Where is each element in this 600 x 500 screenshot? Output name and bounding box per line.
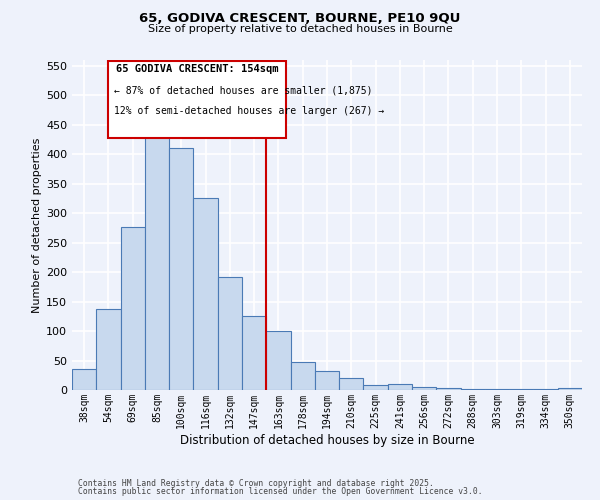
Bar [218, 277, 242, 390]
X-axis label: Distribution of detached houses by size in Bourne: Distribution of detached houses by size … [179, 434, 475, 446]
Bar [266, 331, 290, 390]
Text: Contains HM Land Registry data © Crown copyright and database right 2025.: Contains HM Land Registry data © Crown c… [78, 478, 434, 488]
Text: Contains public sector information licensed under the Open Government Licence v3: Contains public sector information licen… [78, 487, 482, 496]
Bar [121, 227, 145, 390]
Bar [364, 386, 388, 390]
Bar [485, 389, 509, 390]
Bar [388, 384, 412, 390]
Text: 65 GODIVA CRESCENT: 154sqm: 65 GODIVA CRESCENT: 154sqm [116, 64, 278, 74]
Bar [290, 362, 315, 390]
Text: 12% of semi-detached houses are larger (267) →: 12% of semi-detached houses are larger (… [113, 106, 384, 116]
Bar [193, 198, 218, 390]
FancyBboxPatch shape [109, 61, 286, 138]
Bar [436, 388, 461, 390]
Bar [96, 310, 121, 390]
Bar [72, 370, 96, 390]
Bar [533, 389, 558, 390]
Y-axis label: Number of detached properties: Number of detached properties [32, 138, 42, 312]
Bar [412, 387, 436, 390]
Bar [461, 389, 485, 390]
Bar [315, 371, 339, 390]
Text: 65, GODIVA CRESCENT, BOURNE, PE10 9QU: 65, GODIVA CRESCENT, BOURNE, PE10 9QU [139, 12, 461, 26]
Text: Size of property relative to detached houses in Bourne: Size of property relative to detached ho… [148, 24, 452, 34]
Bar [558, 388, 582, 390]
Bar [145, 125, 169, 390]
Bar [169, 148, 193, 390]
Bar [339, 378, 364, 390]
Text: ← 87% of detached houses are smaller (1,875): ← 87% of detached houses are smaller (1,… [113, 86, 372, 96]
Bar [242, 316, 266, 390]
